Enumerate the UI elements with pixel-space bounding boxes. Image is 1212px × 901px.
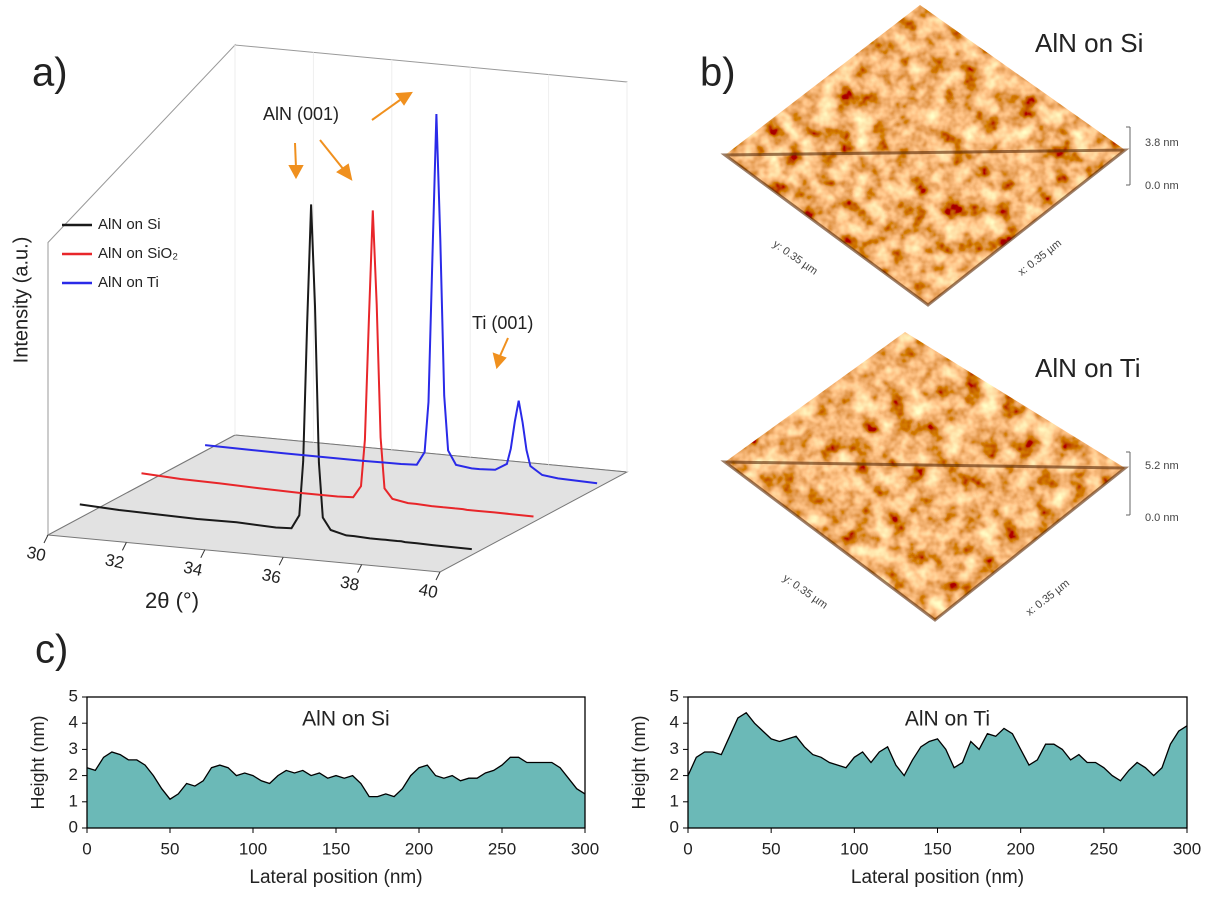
x-tick-label: 200 [405, 839, 433, 858]
tick-mark [200, 549, 206, 559]
arrow [371, 99, 401, 121]
afm-axis-label: y: 0.35 µm [780, 572, 829, 611]
arrow-head [336, 163, 353, 181]
x-axis-label: 2θ (°) [145, 588, 199, 613]
x-tick-label: 200 [1006, 839, 1034, 858]
y-tick-label: 5 [670, 686, 679, 705]
x-tick-label: 30 [25, 543, 47, 566]
x-tick-label: 34 [182, 558, 204, 581]
x-tick-label: 100 [840, 839, 868, 858]
x-tick-label: 0 [683, 839, 692, 858]
x-tick-label: 40 [417, 580, 439, 603]
chart-title: AlN on Ti [905, 708, 990, 731]
afm-axis-label: x: 0.35 µm [1024, 577, 1072, 618]
series-line [204, 113, 598, 485]
x-tick-label: 36 [260, 565, 282, 588]
y-tick-label: 0 [670, 817, 679, 836]
afm-edge [720, 148, 1130, 307]
x-tick-label: 38 [339, 572, 361, 595]
scale-label: 0.0 nm [1145, 180, 1179, 192]
x-tick-label: 300 [1173, 839, 1201, 858]
y-axis-label: Height (nm) [629, 715, 649, 809]
tick-mark [357, 564, 363, 573]
y-tick-label: 3 [670, 739, 679, 758]
y-tick-label: 2 [670, 765, 679, 784]
y-axis-label: Height (nm) [28, 715, 48, 809]
y-tick-label: 5 [69, 686, 78, 705]
arrow-head [395, 91, 413, 106]
y-tick-label: 1 [670, 791, 679, 810]
x-axis-label: Lateral position (nm) [249, 867, 422, 888]
x-tick-label: 32 [103, 550, 125, 573]
y-tick-label: 3 [69, 739, 78, 758]
afm-title: AlN on Ti [1035, 353, 1141, 383]
y-tick-label: 1 [69, 791, 78, 810]
area-fill [87, 752, 585, 828]
series-line [141, 210, 534, 518]
y-tick-label: 4 [69, 713, 78, 732]
arrow [499, 337, 509, 357]
x-tick-label: 150 [923, 839, 951, 858]
scale-label: 5.2 nm [1145, 460, 1179, 472]
arrow-head [492, 352, 507, 370]
series-line [79, 204, 472, 551]
arrow [294, 142, 297, 169]
panel-label: a) [32, 51, 68, 95]
tick-mark [43, 534, 49, 544]
x-tick-label: 250 [488, 839, 516, 858]
tick-mark [121, 542, 127, 551]
panel-label: b) [700, 51, 736, 95]
x-tick-label: 50 [161, 839, 180, 858]
legend-label: AlN on Si [98, 216, 161, 233]
annotation: AlN (001) [263, 104, 339, 124]
profile-line [86, 751, 586, 801]
y-tick-label: 2 [69, 765, 78, 784]
tick-mark [278, 556, 284, 566]
x-tick-label: 50 [762, 839, 781, 858]
x-tick-label: 0 [82, 839, 91, 858]
afm-edge [720, 460, 1130, 622]
x-tick-label: 300 [571, 839, 599, 858]
area-fill [688, 712, 1187, 828]
x-tick-label: 250 [1090, 839, 1118, 858]
x-tick-label: 100 [239, 839, 267, 858]
annotation-arrows [288, 91, 509, 370]
legend-label: AlN on SiO₂ [98, 245, 178, 262]
x-tick-label: 150 [322, 839, 350, 858]
legend-label: AlN on Ti [98, 274, 159, 291]
y-tick-label: 0 [69, 817, 78, 836]
scale-label: 3.8 nm [1145, 137, 1179, 149]
y-tick-label: 4 [670, 713, 679, 732]
chart-title: AlN on Si [302, 708, 390, 731]
profile-line [687, 711, 1188, 782]
x-axis-label: Lateral position (nm) [851, 867, 1024, 888]
profile-chart: 0 50 100 150 200 250 300 0 1 2 3 4 5 AlN on Si Lateral… [28, 686, 599, 888]
afm-image: 3.8 nm 0.0 nm AlN on Si y: 0.35 µm x: 0.… [720, 5, 1179, 307]
tick-mark [435, 571, 441, 581]
xrd-chart: 30 32 34 36 38 40 2θ (°) Intensity (a.u.) AlN on… [10, 43, 629, 613]
y-axis-label: Intensity (a.u.) [10, 237, 32, 364]
scale-label: 0.0 nm [1145, 512, 1179, 524]
arrow [319, 139, 345, 171]
afm-title: AlN on Si [1035, 28, 1143, 58]
profile-chart: 0 50 100 150 200 250 300 0 1 2 3 4 5 AlN on Ti Lateral… [629, 686, 1201, 888]
arrow-head [288, 165, 304, 180]
annotation: Ti (001) [472, 313, 533, 333]
afm-image: 5.2 nm 0.0 nm AlN on Ti y: 0.35 µm x: 0.… [720, 332, 1179, 622]
afm-axis-label: y: 0.35 µm [770, 238, 819, 277]
panel-label: c) [35, 628, 68, 672]
afm-axis-label: x: 0.35 µm [1016, 237, 1064, 278]
